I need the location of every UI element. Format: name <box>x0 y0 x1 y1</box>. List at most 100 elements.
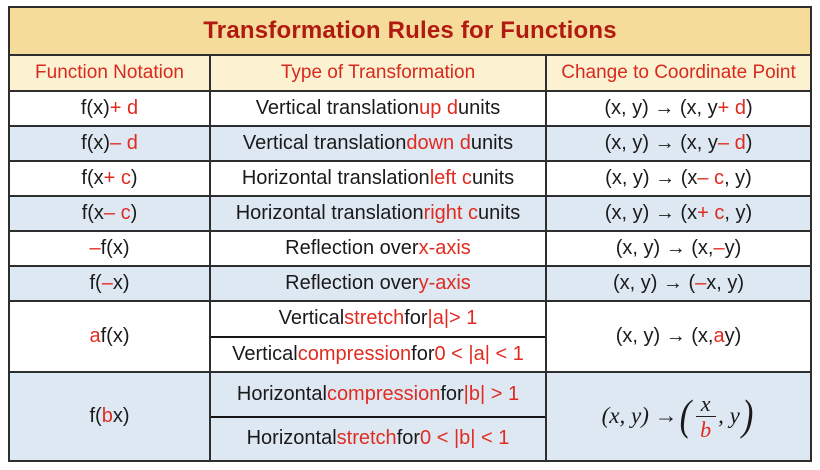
text-segment: for <box>396 427 421 450</box>
red-text-segment: + d <box>109 97 139 119</box>
text-segment: f(x) <box>100 325 130 347</box>
red-text-segment: – <box>695 272 707 294</box>
text-segment: ) <box>745 132 753 154</box>
function-notation-cell: f(x) + d <box>10 92 209 125</box>
red-text-segment: compression <box>297 342 412 365</box>
red-text-segment: – c <box>697 167 725 189</box>
text-segment: units <box>471 167 515 189</box>
text-segment: ) <box>130 202 138 224</box>
red-text-segment: a <box>713 325 725 347</box>
red-text-segment: |a|> 1 <box>427 307 478 330</box>
text-segment: ) <box>746 97 753 119</box>
text-segment: , y) <box>724 167 752 189</box>
transformation-type-cell: Horizontal translation right c units <box>209 197 545 230</box>
red-text-segment: a <box>89 325 101 347</box>
red-text-segment: y-axis <box>418 272 471 294</box>
function-notation-cell: f(x – c) <box>10 197 209 230</box>
table-row: – f(x) Reflection over x-axis (x, y) → (x, … <box>10 230 810 265</box>
coordinate-cell: (x, y) → (x b, y) <box>545 373 810 460</box>
text-segment: f(x) <box>100 237 130 259</box>
transformation-rules-table: Transformation Rules for Functions Funct… <box>8 6 812 462</box>
red-text-segment: – d <box>110 132 138 154</box>
red-text-segment: stretch <box>344 307 405 330</box>
fraction-numerator: x <box>695 392 716 417</box>
text-segment: f( <box>89 405 102 427</box>
red-text-segment: b <box>101 405 113 427</box>
text-segment: f( <box>89 272 102 294</box>
red-text-segment: – c <box>103 202 131 224</box>
coordinate-cell: (x, y) → (x, a y) <box>545 302 810 371</box>
text-segment: for <box>404 307 428 330</box>
coordinate-cell: (x, y) → (x, y – d) <box>545 127 810 160</box>
text-segment: x) <box>112 272 130 294</box>
text-segment: Vertical translation <box>242 132 407 154</box>
math-expression: (x, y) → (x b, y) <box>602 392 756 441</box>
text-segment: for <box>440 382 464 405</box>
text-segment: Vertical <box>278 307 345 330</box>
text-segment: (x, y) → ( <box>612 272 696 294</box>
coordinate-cell: (x, y) → (– x, y) <box>545 267 810 300</box>
text-segment: (x, y) → (x <box>605 167 698 189</box>
table-row: f(x – c) Horizontal translation right c u… <box>10 195 810 230</box>
coordinate-cell: (x, y) → (x – c, y) <box>545 162 810 195</box>
transformation-type-cell: Horizontal translation left c units <box>209 162 545 195</box>
text-segment: units <box>458 97 501 119</box>
table-header-row: Function Notation Type of Transformation… <box>10 54 810 90</box>
text-segment: f(x <box>81 202 104 224</box>
red-text-segment: + d <box>717 97 746 119</box>
header-type-of-transformation: Type of Transformation <box>209 56 545 90</box>
fraction-denominator: b <box>700 417 712 442</box>
text-segment: f(x) <box>80 97 110 119</box>
transformation-subcell: Horizontal stretch for 0 < |b| < 1 <box>211 415 545 461</box>
red-text-segment: – d <box>717 132 746 154</box>
function-notation-cell: – f(x) <box>10 232 209 265</box>
transformation-type-cell: Vertical translation down d units <box>209 127 545 160</box>
close-paren: ) <box>741 391 754 440</box>
table-row: a f(x) Vertical stretch for |a|> 1 Vertical… <box>10 300 810 371</box>
text-segment: , y) <box>724 202 753 224</box>
text-segment: y) <box>724 325 742 347</box>
red-text-segment: + c <box>697 202 725 224</box>
text-segment: ) <box>130 167 138 189</box>
text-segment: (x, y) → (x, <box>615 325 714 347</box>
function-notation-cell: f(x + c) <box>10 162 209 195</box>
text-segment: Horizontal translation <box>235 202 424 224</box>
transformation-type-cell: Horizontal compression for |b| > 1 Horizo… <box>209 373 545 460</box>
text-segment: f(x <box>81 167 104 189</box>
transformation-type-cell: Vertical stretch for |a|> 1 Vertical comp… <box>209 302 545 371</box>
red-text-segment: stretch <box>336 427 397 450</box>
red-text-segment: x-axis <box>418 237 471 259</box>
transformation-type-cell: Reflection over y-axis <box>209 267 545 300</box>
red-text-segment: – <box>101 272 113 294</box>
text-segment: Reflection over <box>285 237 419 259</box>
transformation-subcell: Vertical stretch for |a|> 1 <box>211 302 545 336</box>
red-text-segment: – <box>713 237 725 259</box>
text-segment: Vertical <box>232 342 298 365</box>
text-segment: Horizontal translation <box>241 167 430 189</box>
text-segment: (x, y) → (x, <box>615 237 714 259</box>
red-text-segment: 0 < |a| < 1 <box>434 342 524 365</box>
text-segment: for <box>411 342 435 365</box>
text-segment: units <box>478 202 521 224</box>
table-row: f(x + c) Horizontal translation left c un… <box>10 160 810 195</box>
red-text-segment: up d <box>419 97 459 119</box>
math-suffix: , y <box>718 403 740 429</box>
text-segment: x) <box>112 405 130 427</box>
transformation-type-cell: Reflection over x-axis <box>209 232 545 265</box>
header-function-notation: Function Notation <box>35 62 184 83</box>
table-row: f(x) + d Vertical translation up d units(… <box>10 90 810 125</box>
text-segment: (x, y) → (x, y <box>604 132 718 154</box>
red-text-segment: down d <box>406 132 471 154</box>
table-row: f(– x) Reflection over y-axis (x, y) → (– x,… <box>10 265 810 300</box>
function-notation-cell: f(x) – d <box>10 127 209 160</box>
text-segment: f(x) <box>81 132 111 154</box>
table-row: f(x) – d Vertical translation down d unit… <box>10 125 810 160</box>
text-segment: units <box>470 132 514 154</box>
text-segment: Vertical translation <box>255 97 420 119</box>
red-text-segment: left c <box>429 167 472 189</box>
red-text-segment: |b| > 1 <box>463 382 520 405</box>
function-notation-cell: a f(x) <box>10 302 209 371</box>
table-title-row: Transformation Rules for Functions <box>10 8 810 54</box>
